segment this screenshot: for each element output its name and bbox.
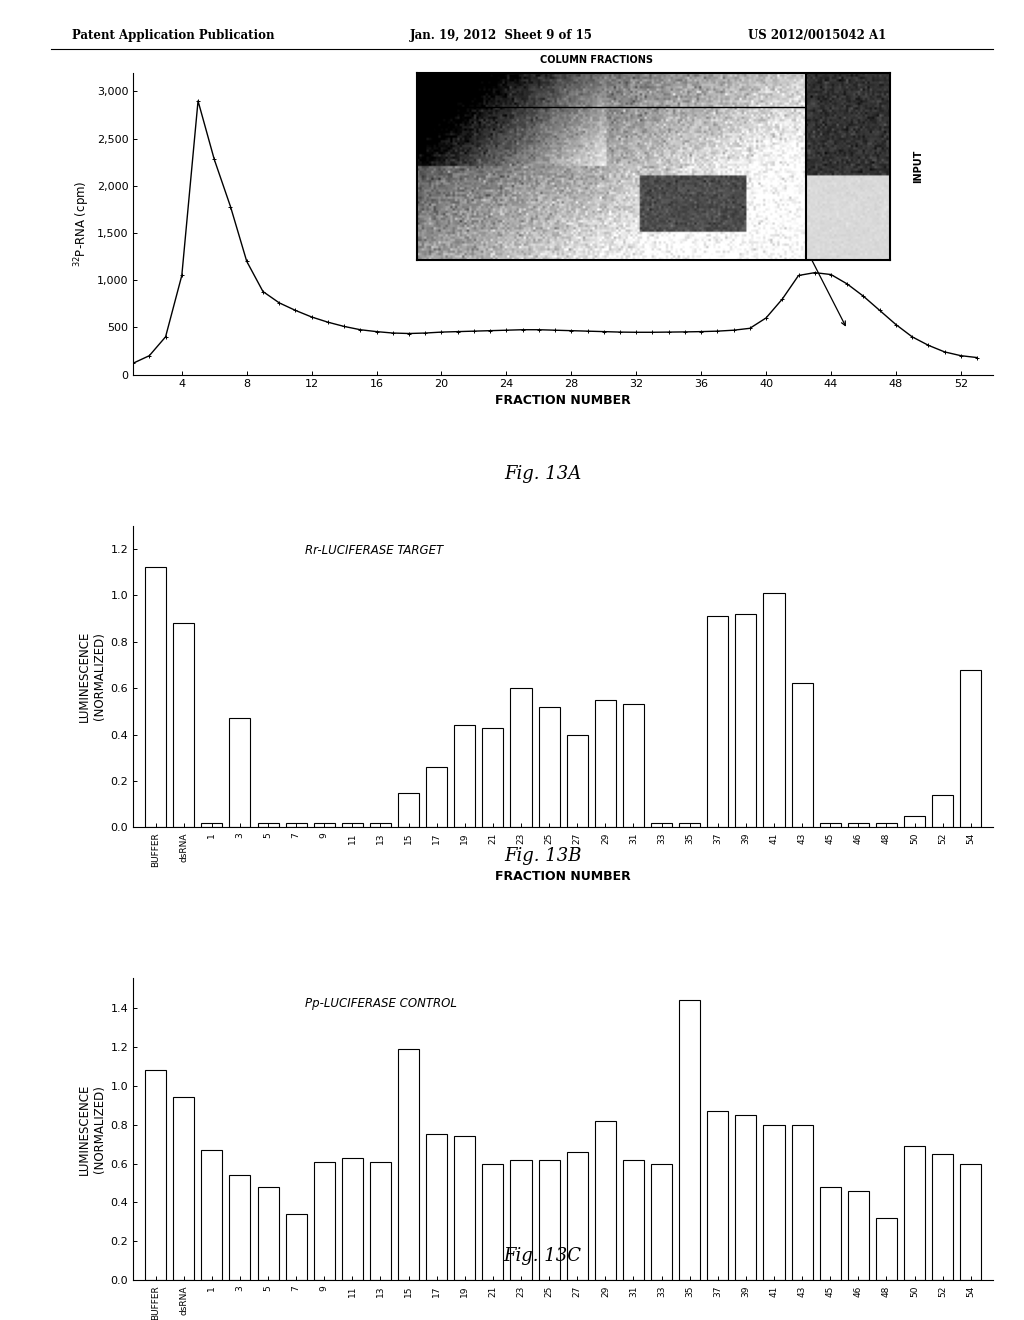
X-axis label: FRACTION NUMBER: FRACTION NUMBER (496, 870, 631, 883)
Y-axis label: $^{32}$P-RNA (cpm): $^{32}$P-RNA (cpm) (73, 181, 92, 267)
Bar (764, 593, 784, 828)
Bar (819, 1187, 841, 1280)
Bar (173, 623, 195, 828)
Bar (932, 795, 953, 828)
Bar (595, 700, 615, 828)
Text: Patent Application Publication: Patent Application Publication (72, 29, 274, 42)
Bar (511, 688, 531, 828)
Bar (595, 1121, 615, 1280)
Bar (426, 767, 447, 828)
Bar (539, 1159, 560, 1280)
Bar (482, 727, 504, 828)
Bar (286, 822, 307, 828)
Bar (257, 822, 279, 828)
Bar (876, 822, 897, 828)
Bar (370, 1162, 391, 1280)
Bar (566, 734, 588, 828)
Y-axis label: LUMINESCENCE
(NORMALIZED): LUMINESCENCE (NORMALIZED) (79, 1084, 106, 1175)
Bar (482, 1163, 504, 1280)
Bar (426, 1134, 447, 1280)
Text: FRACTION
45: FRACTION 45 (749, 176, 846, 326)
Bar (455, 725, 475, 828)
Bar (566, 1152, 588, 1280)
Bar (679, 822, 700, 828)
Bar (904, 1146, 925, 1280)
Bar (229, 718, 251, 828)
Bar (370, 822, 391, 828)
Bar (792, 1125, 813, 1280)
Bar (202, 1150, 222, 1280)
Bar (708, 1111, 728, 1280)
Bar (623, 705, 644, 828)
Bar (313, 1162, 335, 1280)
Text: Fig. 13C: Fig. 13C (504, 1247, 582, 1266)
Bar (202, 822, 222, 828)
Bar (145, 568, 166, 828)
Text: Fig. 13B: Fig. 13B (504, 847, 582, 866)
Bar (342, 1158, 362, 1280)
Bar (511, 1159, 531, 1280)
Text: Fig. 13A: Fig. 13A (504, 465, 582, 483)
Bar (342, 822, 362, 828)
Bar (679, 999, 700, 1280)
Bar (286, 1214, 307, 1280)
Bar (735, 614, 757, 828)
Bar (819, 822, 841, 828)
X-axis label: FRACTION NUMBER: FRACTION NUMBER (496, 393, 631, 407)
Text: Pp-LUCIFERASE CONTROL: Pp-LUCIFERASE CONTROL (305, 997, 457, 1010)
Bar (961, 669, 981, 828)
Bar (145, 1071, 166, 1280)
Text: US 2012/0015042 A1: US 2012/0015042 A1 (748, 29, 886, 42)
Bar (932, 1154, 953, 1280)
Bar (764, 1125, 784, 1280)
Bar (708, 616, 728, 828)
Bar (623, 1159, 644, 1280)
Y-axis label: LUMINESCENCE
(NORMALIZED): LUMINESCENCE (NORMALIZED) (79, 631, 106, 722)
Bar (229, 1175, 251, 1280)
Bar (313, 822, 335, 828)
Bar (961, 1163, 981, 1280)
Bar (398, 1048, 419, 1280)
Bar (651, 1163, 672, 1280)
Bar (876, 1218, 897, 1280)
Bar (651, 822, 672, 828)
Bar (257, 1187, 279, 1280)
Bar (848, 822, 869, 828)
Bar (904, 816, 925, 828)
Bar (539, 706, 560, 828)
Bar (398, 792, 419, 828)
Bar (792, 684, 813, 828)
Bar (848, 1191, 869, 1280)
Bar (735, 1115, 757, 1280)
Bar (455, 1137, 475, 1280)
Text: Jan. 19, 2012  Sheet 9 of 15: Jan. 19, 2012 Sheet 9 of 15 (410, 29, 593, 42)
Bar (173, 1097, 195, 1280)
Text: Rr-LUCIFERASE TARGET: Rr-LUCIFERASE TARGET (305, 544, 443, 557)
